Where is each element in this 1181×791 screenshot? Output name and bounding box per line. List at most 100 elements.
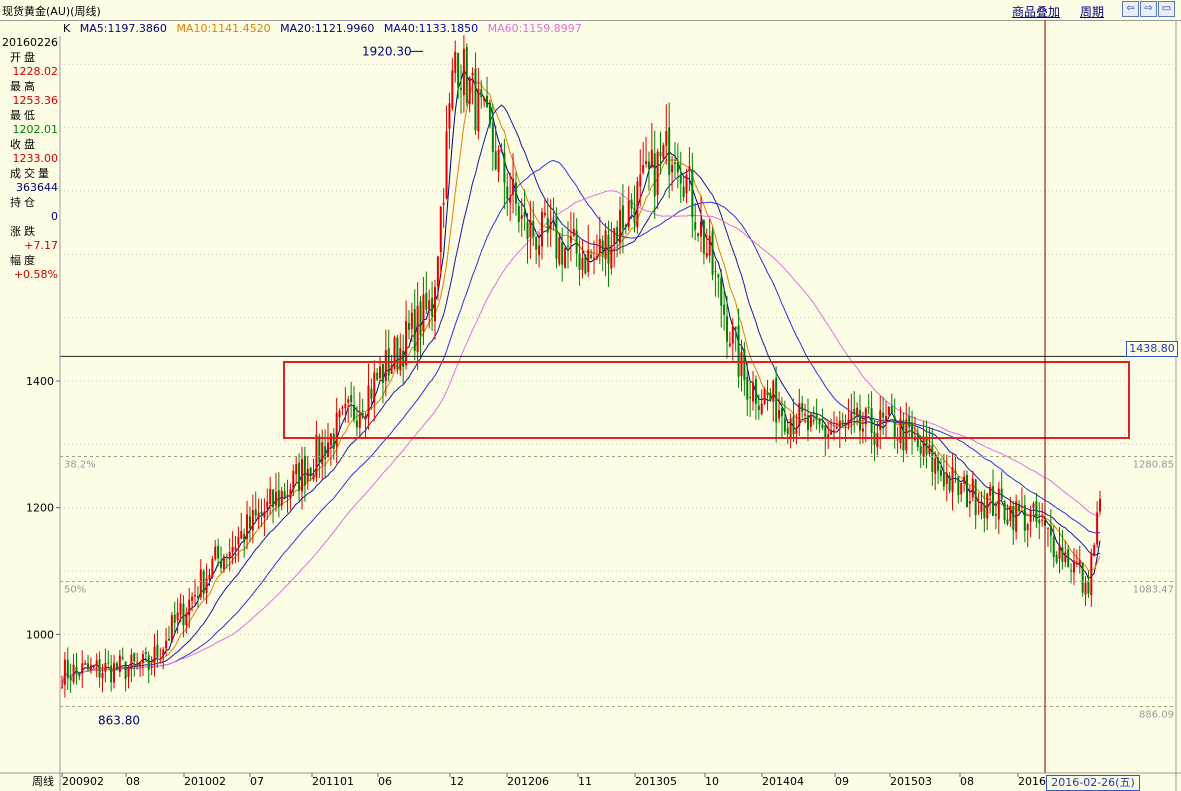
scroll-left-icon[interactable]: ⇦	[1122, 1, 1139, 17]
scroll-right-icon[interactable]: ⇨	[1140, 1, 1157, 17]
candle-body	[460, 88, 463, 90]
candle-body	[714, 271, 717, 273]
candle-body	[645, 161, 648, 164]
candle-body	[520, 215, 523, 219]
candle-body	[292, 470, 295, 491]
candle-body	[804, 414, 807, 416]
info-label: 持仓	[10, 195, 38, 209]
candle-body	[818, 420, 821, 425]
x-tick-label: 12	[450, 775, 464, 788]
candle-body	[353, 404, 356, 420]
candle-body	[509, 197, 512, 203]
candle-body	[228, 551, 231, 558]
candle-body	[69, 676, 72, 681]
candle-body	[170, 615, 173, 643]
candle-body	[474, 68, 477, 131]
candle-body	[841, 420, 844, 423]
x-tick-label: 08	[126, 775, 140, 788]
candle-body	[1058, 544, 1061, 559]
window-icon[interactable]: ▭	[1158, 1, 1175, 17]
candle-body	[433, 287, 436, 322]
candle-body	[147, 655, 150, 670]
candle-body	[289, 489, 292, 499]
candle-body	[535, 236, 538, 250]
info-value: +0.58%	[13, 268, 58, 281]
candle-body	[416, 305, 419, 353]
candle-body	[911, 423, 914, 438]
fib-percent-label: 50%	[64, 585, 86, 596]
candle-body	[552, 219, 555, 221]
candle-body	[726, 316, 729, 342]
candle-body	[350, 395, 353, 403]
candle-body	[260, 511, 263, 515]
candle-body	[789, 418, 792, 438]
candle-body	[619, 210, 622, 244]
candle-body	[1023, 505, 1026, 531]
candle-body	[711, 231, 714, 275]
candle-body	[405, 320, 408, 366]
candle-body	[358, 413, 361, 428]
candle-body	[965, 474, 968, 508]
candle-body	[1099, 498, 1101, 512]
candle-body	[113, 663, 116, 683]
candle-body	[983, 504, 986, 519]
highlight-zone	[283, 360, 1130, 440]
candle-body	[159, 658, 162, 660]
overlay-commodity-link[interactable]: 商品叠加	[1012, 5, 1061, 19]
candle-body	[647, 161, 650, 170]
candle-body	[448, 103, 451, 129]
candle-body	[246, 514, 249, 540]
info-value: +7.17	[24, 239, 58, 252]
candle-body	[1035, 500, 1038, 522]
candle-body	[402, 350, 405, 367]
candle-body	[428, 300, 431, 310]
candle-body	[295, 464, 298, 475]
candle-body	[593, 257, 596, 259]
candle-body	[639, 174, 642, 187]
candle-body	[1049, 525, 1052, 536]
candle-body	[893, 416, 896, 438]
x-tick-label: 11	[578, 775, 592, 788]
candle-body	[300, 459, 303, 492]
candle-body	[815, 413, 818, 419]
candle-body	[115, 663, 118, 670]
candle-body	[384, 350, 387, 381]
candle-body	[127, 667, 130, 677]
candle-body	[549, 221, 552, 230]
candle-body	[202, 571, 205, 594]
candle-body	[627, 200, 630, 228]
candle-body	[569, 236, 572, 243]
candle-body	[162, 649, 165, 657]
candle-body	[1012, 506, 1015, 531]
candle-body	[749, 397, 752, 399]
ma20-label: MA20:1121.9960	[280, 22, 375, 35]
candle-body	[217, 545, 220, 559]
candle-body	[306, 468, 309, 482]
candle-body	[431, 297, 434, 317]
candle-body	[182, 603, 185, 626]
candle-body	[1087, 581, 1090, 594]
candle-body	[153, 646, 156, 665]
candle-body	[928, 444, 931, 454]
candle-body	[830, 430, 833, 435]
candle-body	[283, 491, 286, 497]
candle-body	[743, 348, 746, 381]
candle-body	[992, 486, 995, 516]
candle-body	[566, 245, 569, 247]
candle-body	[1003, 500, 1006, 521]
candle-body	[338, 410, 341, 418]
candle-body	[575, 230, 578, 254]
candle-body	[659, 152, 662, 157]
cursor-date-label: 2016-02-26(五)	[1046, 775, 1140, 791]
candle-body	[167, 638, 170, 641]
candle-body	[1041, 519, 1044, 521]
period-link[interactable]: 周期	[1080, 5, 1105, 19]
candle-body	[685, 174, 688, 194]
candle-body	[624, 224, 627, 228]
candle-body	[558, 237, 561, 264]
x-tick-label: 08	[960, 775, 974, 788]
candle-body	[240, 531, 243, 539]
candle-body	[896, 439, 899, 441]
candle-body	[205, 578, 208, 593]
